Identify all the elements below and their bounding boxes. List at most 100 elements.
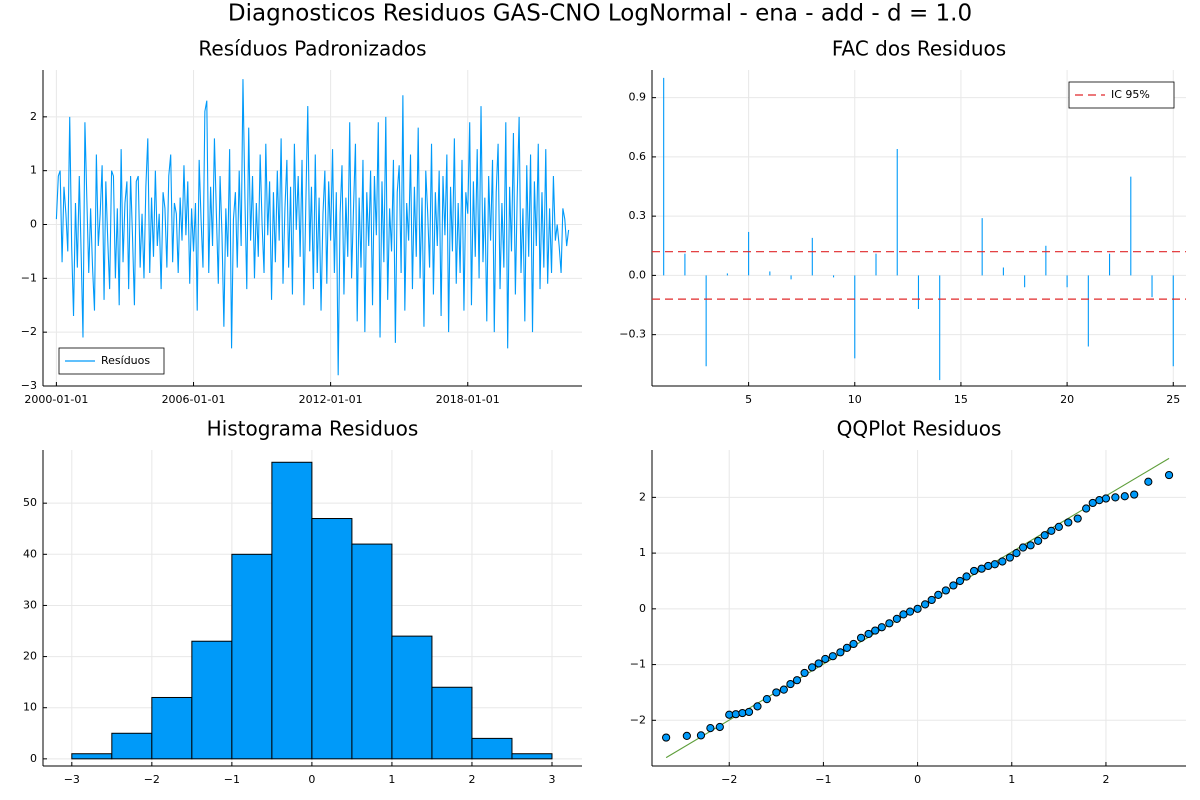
panel-title: Histograma Residuos <box>207 417 419 441</box>
y-tick-label: 0 <box>639 602 646 615</box>
qq-point <box>864 629 873 639</box>
qq-point <box>762 695 771 704</box>
y-tick-label: 50 <box>23 496 37 509</box>
qq-point <box>1130 490 1139 499</box>
figure-title: Diagnosticos Residuos GAS-CNO LogNormal … <box>228 1 972 27</box>
histogram-bar <box>111 732 153 760</box>
qq-point <box>905 607 915 616</box>
qq-point <box>842 643 852 652</box>
qq-point <box>984 561 993 571</box>
x-tick-label: −2 <box>144 773 160 786</box>
qq-point <box>836 648 845 657</box>
qq-point <box>969 566 979 576</box>
qq-point <box>934 590 943 600</box>
x-tick-label: 2000-01-01 <box>24 393 88 406</box>
qq-point <box>871 626 880 635</box>
y-tick-label: 40 <box>23 547 37 560</box>
histogram-bar <box>511 753 553 760</box>
y-tick-label: 1 <box>30 164 37 177</box>
panel-title: FAC dos Residuos <box>832 37 1006 61</box>
histogram-bar <box>71 753 113 760</box>
x-tick-label: 15 <box>954 393 968 406</box>
x-tick-label: −1 <box>224 773 240 786</box>
qq-point <box>1111 493 1120 502</box>
qq-point <box>662 733 671 742</box>
qq-point <box>962 572 971 581</box>
qq-point <box>814 659 823 668</box>
qq-point <box>1012 549 1021 558</box>
x-tick-label: 2006-01-01 <box>162 393 226 406</box>
y-tick-label: 20 <box>23 650 37 663</box>
histogram-bar <box>231 553 273 760</box>
qq-point <box>1064 518 1073 527</box>
x-tick-label: 2 <box>468 773 475 786</box>
qq-point <box>1005 553 1014 562</box>
qq-point <box>1120 492 1129 501</box>
legend-label: IC 95% <box>1111 88 1150 101</box>
x-tick-label: 2012-01-01 <box>299 393 363 406</box>
y-tick-label: −2 <box>21 325 37 338</box>
qq-point <box>856 633 866 642</box>
qq-point <box>744 707 754 717</box>
y-tick-label: 0 <box>30 218 37 231</box>
qq-point <box>1034 536 1043 545</box>
x-tick-label: 2018-01-01 <box>436 393 500 406</box>
x-tick-label: 0 <box>308 773 315 786</box>
y-tick-label: 0.3 <box>629 209 647 222</box>
y-tick-label: 0 <box>30 752 37 765</box>
series-line <box>55 79 570 376</box>
qq-point <box>885 619 894 628</box>
y-tick-label: 30 <box>23 598 37 611</box>
x-tick-label: −3 <box>64 773 80 786</box>
qq-point <box>892 614 901 623</box>
x-tick-label: −1 <box>815 773 831 786</box>
y-tick-label: −3 <box>21 379 37 392</box>
qq-point <box>1144 477 1153 486</box>
x-tick-label: 1 <box>1008 773 1015 786</box>
qq-point <box>1101 494 1111 503</box>
histogram-bar <box>311 518 353 760</box>
qq-point <box>1018 543 1028 552</box>
qq-point <box>715 722 724 732</box>
x-tick-label: 3 <box>548 773 555 786</box>
qq-point <box>927 595 936 605</box>
qq-point <box>1047 526 1056 535</box>
qq-point <box>731 710 740 719</box>
qq-point <box>1026 541 1035 550</box>
histogram-bar <box>391 635 433 760</box>
qq-point <box>877 623 886 632</box>
qq-point <box>1095 496 1104 505</box>
histogram-bar <box>151 696 193 760</box>
histogram-bar <box>191 640 233 760</box>
y-tick-label: 0.6 <box>629 150 647 163</box>
y-tick-label: 2 <box>30 110 37 123</box>
x-tick-label: 0 <box>914 773 921 786</box>
y-tick-label: 0.0 <box>629 268 647 281</box>
x-tick-label: 2 <box>1102 773 1109 786</box>
qq-point <box>725 710 734 719</box>
y-tick-label: −1 <box>21 271 37 284</box>
qq-point <box>753 702 762 711</box>
qq-point <box>1082 504 1091 513</box>
y-tick-label: 1 <box>639 546 646 559</box>
qq-point <box>1054 522 1063 532</box>
qq-point <box>828 652 837 661</box>
qq-point <box>800 668 809 678</box>
qq-point <box>941 586 950 595</box>
qq-point <box>772 688 781 697</box>
qq-point <box>786 679 795 689</box>
y-tick-label: −2 <box>630 713 646 726</box>
x-tick-label: −2 <box>721 773 737 786</box>
qq-point <box>998 557 1007 566</box>
qq-point <box>738 708 747 718</box>
qq-point <box>792 676 802 685</box>
qq-point <box>706 724 715 733</box>
x-tick-label: 25 <box>1166 393 1180 406</box>
qq-point <box>990 560 999 569</box>
y-tick-label: −1 <box>630 658 646 671</box>
histogram-bar <box>431 686 473 760</box>
qq-point <box>1073 514 1082 523</box>
qq-point <box>955 576 965 586</box>
